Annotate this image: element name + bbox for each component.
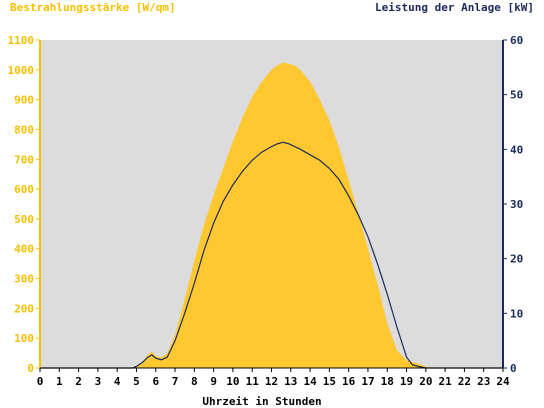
left-tick-label: 700 bbox=[14, 153, 34, 166]
x-tick-label: 22 bbox=[458, 375, 471, 388]
irradiance-area bbox=[40, 62, 503, 369]
x-tick-label: 12 bbox=[265, 375, 278, 388]
left-tick-label: 400 bbox=[14, 243, 34, 256]
power-line bbox=[40, 141, 503, 369]
x-tick-label: 6 bbox=[152, 375, 159, 388]
right-tick-label: 60 bbox=[510, 34, 523, 47]
right-tick-label: 40 bbox=[510, 143, 523, 156]
x-axis-title: Uhrzeit in Stunden bbox=[202, 395, 321, 408]
x-tick-label: 11 bbox=[246, 375, 260, 388]
left-axis-title: Bestrahlungsstärke [W/qm] bbox=[10, 1, 176, 14]
x-tick-label: 7 bbox=[172, 375, 179, 388]
left-tick-label: 600 bbox=[14, 183, 34, 196]
x-tick-label: 18 bbox=[381, 375, 394, 388]
x-tick-label: 19 bbox=[400, 375, 413, 388]
right-tick-label: 0 bbox=[510, 362, 517, 375]
left-tick-label: 300 bbox=[14, 273, 34, 286]
right-tick-label: 50 bbox=[510, 89, 523, 102]
left-tick-label: 900 bbox=[14, 94, 34, 107]
x-tick-label: 5 bbox=[133, 375, 140, 388]
x-tick-label: 8 bbox=[191, 375, 198, 388]
left-tick-label: 0 bbox=[27, 362, 34, 375]
right-tick-label: 20 bbox=[510, 253, 523, 266]
left-tick-label: 200 bbox=[14, 302, 34, 315]
right-tick-label: 10 bbox=[510, 307, 523, 320]
x-tick-label: 4 bbox=[114, 375, 121, 388]
x-tick-label: 14 bbox=[303, 375, 317, 388]
x-tick-label: 16 bbox=[342, 375, 356, 388]
left-tick-label: 100 bbox=[14, 332, 34, 345]
left-tick-label: 500 bbox=[14, 213, 34, 226]
x-tick-label: 20 bbox=[419, 375, 432, 388]
left-tick-label: 800 bbox=[14, 123, 34, 136]
x-tick-label: 0 bbox=[37, 375, 44, 388]
x-tick-label: 1 bbox=[56, 375, 63, 388]
left-tick-label: 1100 bbox=[8, 34, 35, 47]
x-tick-label: 17 bbox=[361, 375, 374, 388]
x-tick-label: 13 bbox=[284, 375, 297, 388]
x-tick-label: 23 bbox=[477, 375, 490, 388]
x-tick-label: 3 bbox=[95, 375, 102, 388]
x-tick-label: 2 bbox=[75, 375, 82, 388]
x-tick-label: 10 bbox=[226, 375, 239, 388]
x-tick-label: 9 bbox=[210, 375, 217, 388]
x-tick-label: 21 bbox=[439, 375, 453, 388]
x-tick-label: 15 bbox=[323, 375, 336, 388]
right-tick-label: 30 bbox=[510, 198, 523, 211]
x-tick-label: 24 bbox=[496, 375, 510, 388]
right-axis-title: Leistung der Anlage [kW] bbox=[375, 1, 534, 14]
left-tick-label: 1000 bbox=[8, 64, 35, 77]
